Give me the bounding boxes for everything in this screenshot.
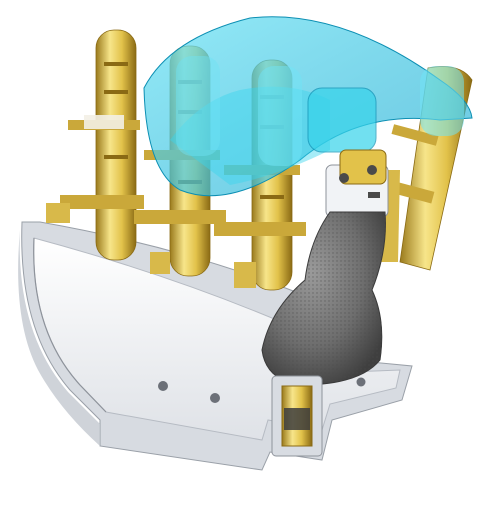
cyan-transparent-shell (143, 16, 473, 197)
finger-little (46, 29, 144, 261)
thumb-drive-block (271, 375, 323, 457)
gray-mesh-thumb (261, 211, 386, 386)
thumb-bracket (325, 149, 389, 218)
